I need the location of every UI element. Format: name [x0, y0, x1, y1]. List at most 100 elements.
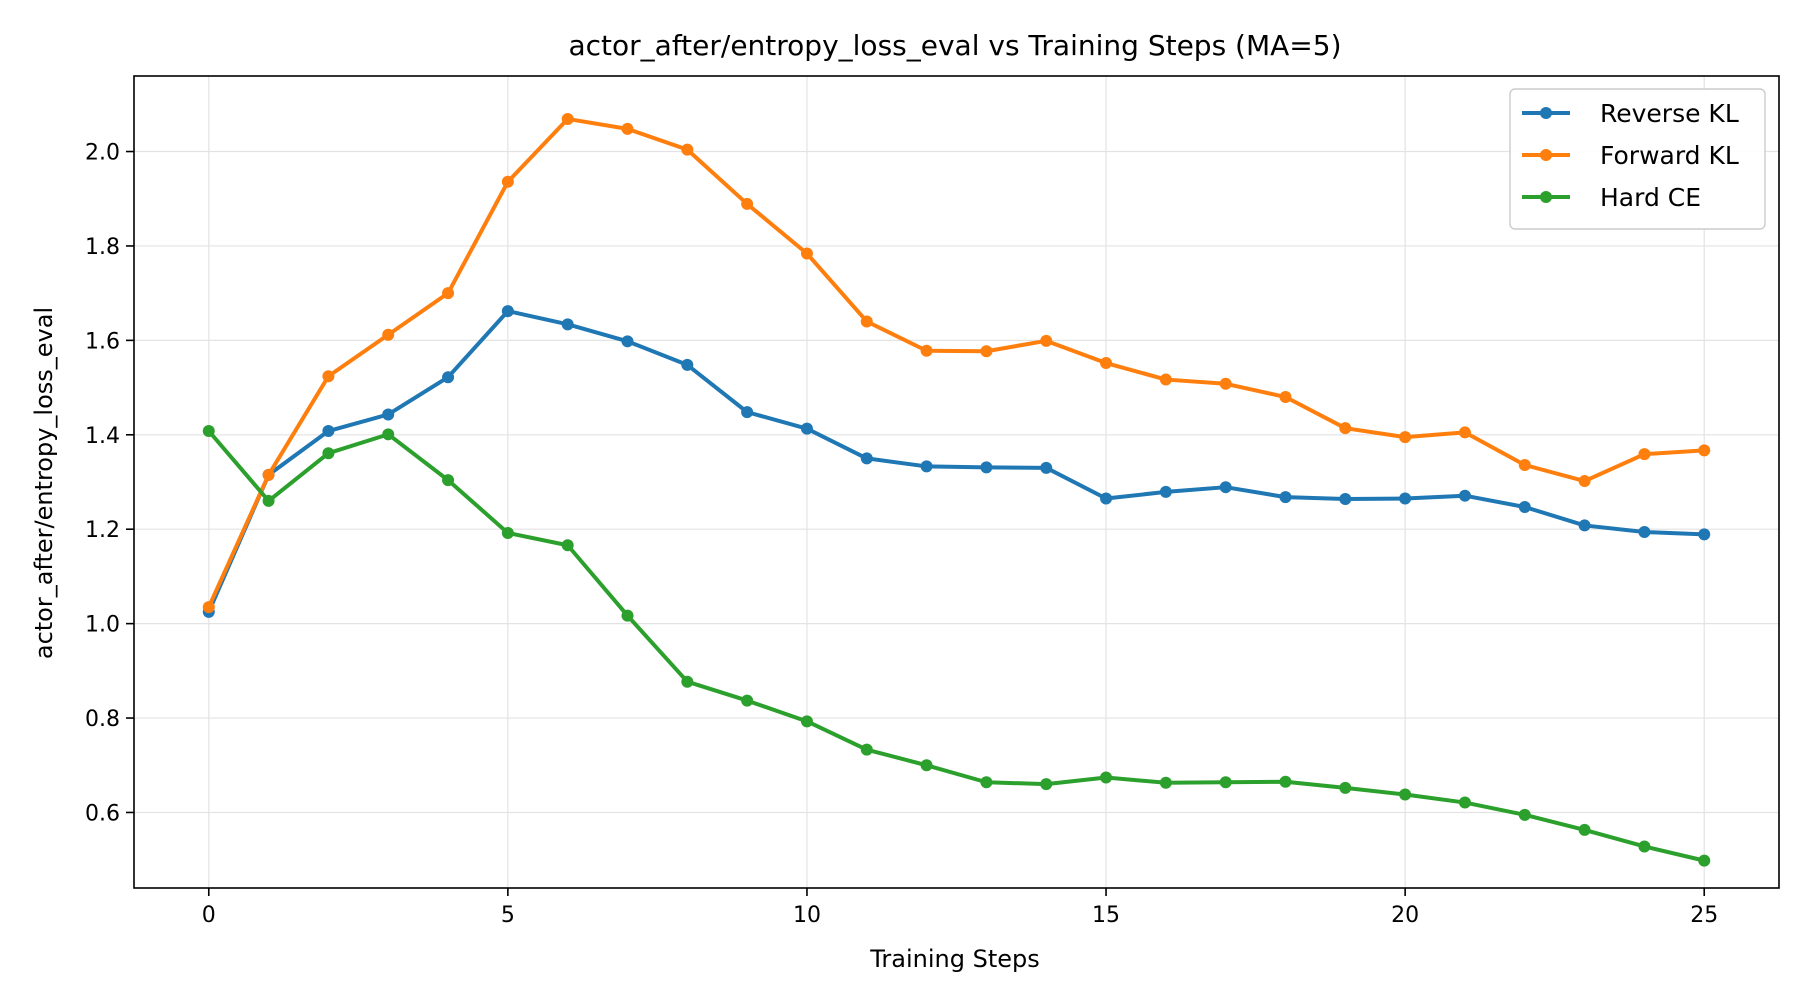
data-point: [1578, 823, 1591, 836]
y-tick-label: 2.0: [85, 141, 120, 166]
axes: 0 5 10 15 20 25 0.6 0.8 1.0 1.2 1.4 1.6 1.8 2.0: [85, 75, 1780, 928]
data-point: [800, 422, 813, 435]
data-point: [1040, 778, 1053, 791]
data-point: [1638, 840, 1651, 853]
data-point: [1100, 771, 1113, 784]
data-point: [1279, 775, 1292, 788]
data-point: [1339, 781, 1352, 794]
x-tick-label: 5: [501, 903, 515, 928]
data-point: [920, 759, 933, 772]
data-point: [681, 358, 694, 371]
series-line-forward-kl: [206, 116, 1707, 610]
data-point: [442, 474, 455, 487]
data-point: [1518, 501, 1531, 514]
data-point: [322, 425, 335, 438]
data-point: [1159, 373, 1172, 386]
data-point: [1458, 426, 1471, 439]
data-point: [1399, 431, 1412, 444]
x-tick-label: 20: [1391, 903, 1419, 928]
data-point: [1279, 391, 1292, 404]
data-point: [980, 461, 993, 474]
y-tick-label: 1.0: [85, 613, 120, 638]
data-point: [561, 318, 574, 331]
data-point: [1159, 776, 1172, 789]
data-point: [860, 743, 873, 756]
y-tick-label: 1.8: [85, 235, 120, 260]
data-point: [741, 197, 754, 210]
legend-marker-hard-ce: [1540, 191, 1552, 203]
x-tick-label: 0: [202, 903, 216, 928]
y-tick-label: 1.4: [85, 424, 120, 449]
data-point: [322, 447, 335, 460]
data-point: [1698, 528, 1711, 541]
data-point: [621, 609, 634, 622]
series-line-reverse-kl: [206, 309, 1707, 614]
x-tick-label: 10: [793, 903, 821, 928]
legend-marker-reverse-kl: [1540, 107, 1552, 119]
data-point: [1698, 854, 1711, 867]
data-point: [501, 526, 514, 539]
data-point: [920, 344, 933, 357]
data-point: [681, 143, 694, 156]
x-tick-label: 15: [1092, 903, 1120, 928]
data-point: [860, 315, 873, 328]
data-point: [920, 460, 933, 473]
series-line-hard-ce: [206, 429, 1707, 863]
data-point: [800, 715, 813, 728]
legend-label-reverse-kl: Reverse KL: [1600, 99, 1739, 128]
data-point: [382, 408, 395, 421]
data-point: [681, 675, 694, 688]
data-point: [621, 335, 634, 348]
data-point: [1458, 489, 1471, 502]
data-point: [621, 122, 634, 135]
legend-label-hard-ce: Hard CE: [1600, 183, 1701, 212]
y-tick-label: 0.6: [85, 801, 120, 826]
data-point: [1578, 519, 1591, 532]
data-point: [1518, 459, 1531, 472]
legend-box: [1509, 88, 1766, 230]
chart-title: actor_after/entropy_loss_eval vs Trainin…: [568, 29, 1341, 62]
legend-label-forward-kl: Forward KL: [1600, 141, 1739, 170]
data-point: [1399, 788, 1412, 801]
y-tick-label: 1.6: [85, 329, 120, 354]
data-point: [1518, 808, 1531, 821]
data-point: [800, 247, 813, 260]
data-point: [1638, 526, 1651, 539]
data-point: [1279, 491, 1292, 504]
data-point: [741, 406, 754, 419]
data-point: [501, 175, 514, 188]
y-tick-label: 0.8: [85, 707, 120, 732]
data-point: [1100, 357, 1113, 370]
data-point: [980, 345, 993, 358]
data-point: [1698, 444, 1711, 457]
data-point: [1339, 422, 1352, 435]
data-point: [1399, 492, 1412, 505]
data-point: [382, 428, 395, 441]
data-point: [1339, 492, 1352, 505]
data-point: [1040, 461, 1053, 474]
data-point: [561, 539, 574, 552]
legend-marker-forward-kl: [1540, 149, 1552, 161]
y-tick-label: 1.2: [85, 518, 120, 543]
data-point: [262, 468, 275, 481]
x-tick-label: 25: [1690, 903, 1718, 928]
data-point: [202, 601, 215, 614]
data-point: [1219, 377, 1232, 390]
data-point: [561, 112, 574, 125]
data-point: [322, 370, 335, 383]
plot-frame: [133, 75, 1780, 889]
data-point: [1638, 448, 1651, 461]
data-point: [202, 425, 215, 438]
data-point: [1040, 334, 1053, 347]
data-point: [501, 305, 514, 318]
data-point: [1159, 485, 1172, 498]
data-point: [860, 452, 873, 465]
data-point: [262, 494, 275, 507]
x-axis-label: Training Steps: [869, 945, 1039, 973]
y-axis-label: actor_after/entropy_loss_eval: [30, 307, 58, 659]
data-point: [382, 328, 395, 341]
data-point: [1578, 475, 1591, 488]
data-point: [442, 287, 455, 300]
